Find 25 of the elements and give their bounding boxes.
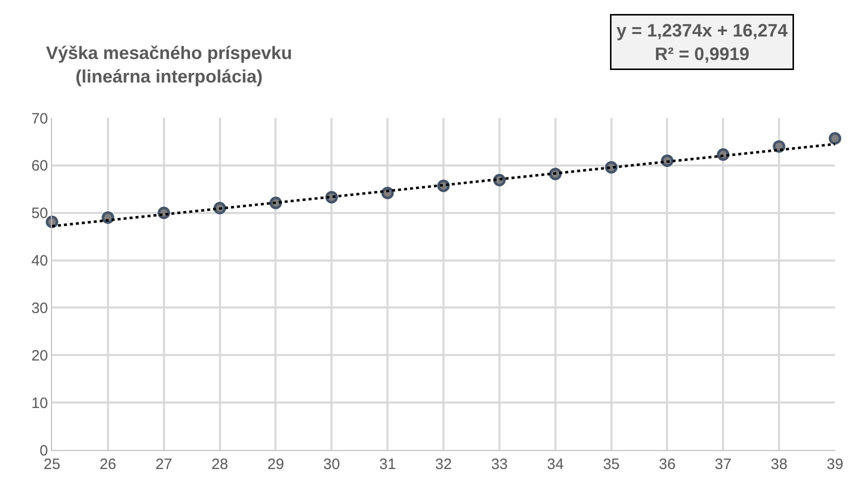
y-tick-label: 20	[31, 347, 48, 364]
point	[828, 132, 842, 145]
text: y = 1,2374x + 16,274	[616, 20, 788, 40]
x-tick-label: 38	[770, 456, 788, 473]
y-tick-label: 30	[31, 300, 48, 317]
x-tick-label: 39	[826, 456, 844, 473]
x-tick-label: 37	[714, 456, 732, 473]
text: R² = 0,9919	[654, 44, 750, 64]
y-tick-label: 50	[31, 205, 48, 222]
x-tick-label: 33	[491, 456, 508, 473]
x-tick-label: 29	[267, 456, 284, 473]
y-tick-label: 10	[31, 394, 48, 412]
x-tick-label: 30	[323, 456, 340, 473]
x-tick-label: 26	[100, 456, 116, 473]
y-tick-label: 70	[31, 110, 48, 128]
y-tick-label: 40	[31, 252, 48, 270]
x-tick-label: 28	[211, 456, 228, 473]
x-tick-label: 32	[435, 456, 452, 473]
x-tick-label: 31	[379, 456, 396, 473]
y-tick-label: 60	[31, 158, 48, 175]
x-tick-label: 34	[547, 456, 564, 473]
chart-title: Výška mesačného príspevku (lineárna interpolácia)	[46, 43, 292, 86]
x-tick-label: 35	[602, 456, 620, 473]
x-tick-label: 27	[156, 456, 172, 473]
x-tick-label: 36	[658, 456, 676, 473]
